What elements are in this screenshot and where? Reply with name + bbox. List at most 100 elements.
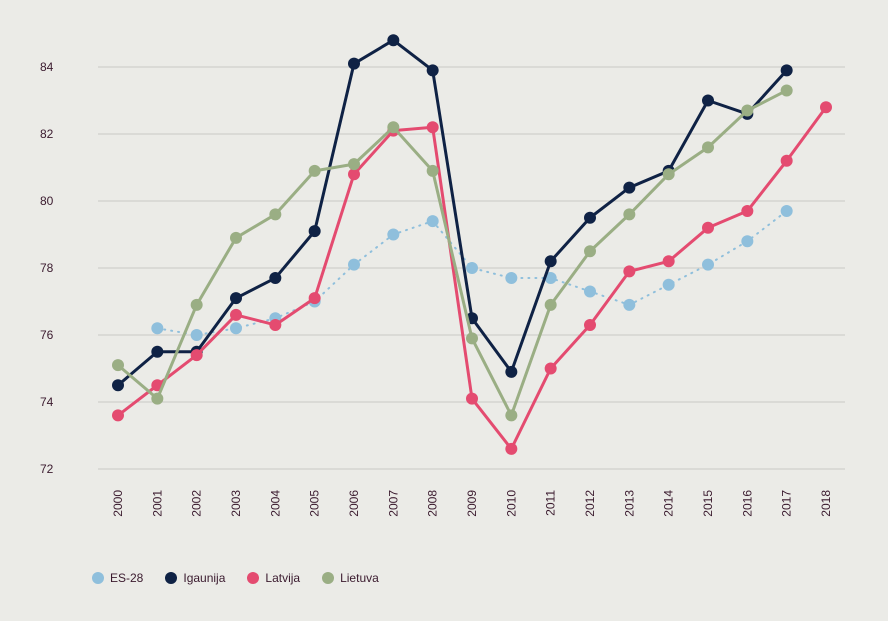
data-point-es-28 [780,205,793,218]
x-tick-label: 2007 [386,490,400,517]
x-tick-label: 2003 [229,490,243,517]
data-point-lietuva [426,164,439,177]
data-point-lietuva [584,245,596,258]
series-latvija [112,101,832,455]
data-point-es-28 [426,215,439,228]
data-point-es-28 [741,235,754,248]
data-point-es-28 [151,322,164,335]
data-point-igaunija [151,345,164,358]
data-point-lietuva [466,332,478,345]
data-point-latvija [780,154,793,167]
x-tick-label: 2010 [504,490,518,517]
x-tick-label: 2012 [583,490,597,517]
data-point-latvija [308,292,321,305]
data-point-igaunija [230,292,242,305]
data-point-es-28 [348,258,360,271]
data-point-es-28 [544,272,557,285]
series-group [112,34,832,455]
data-point-lietuva [230,231,242,244]
data-point-lietuva [623,208,636,221]
data-point-igaunija [505,365,518,378]
legend-item-es-28: ES-28 [92,571,143,585]
data-point-lietuva [348,158,360,171]
x-tick-label: 2009 [465,490,479,517]
data-point-lietuva [741,104,754,117]
data-point-es-28 [662,278,675,291]
series-line-lietuva [117,89,788,417]
x-tick-label: 2014 [662,490,676,517]
data-point-latvija [466,392,478,405]
legend-marker [92,572,104,584]
data-point-latvija [820,101,832,114]
data-point-lietuva [112,359,124,372]
x-tick-label: 2018 [819,490,833,517]
y-tick-label: 74 [40,395,54,409]
data-point-igaunija [780,64,793,77]
data-point-latvija [584,318,596,331]
data-point-lietuva [308,164,321,177]
x-tick-label: 2011 [544,490,558,516]
data-point-es-28 [623,298,636,311]
series-line-igaunija [117,38,788,387]
legend: ES-28 Igaunija Latvija Lietuva [92,571,379,585]
data-point-igaunija [269,272,282,285]
data-point-latvija [662,255,675,268]
data-point-igaunija [544,255,557,268]
data-point-es-28 [702,258,714,271]
data-point-igaunija [623,181,636,194]
data-point-lietuva [702,141,714,154]
legend-label: Igaunija [183,571,226,585]
data-point-igaunija [308,225,321,238]
data-point-latvija [190,349,203,362]
x-axis-ticks: 2000 2001 2002 2003 2004 2005 2006 2007 2008 2009… [111,490,833,517]
x-tick-label: 2005 [308,490,322,517]
data-point-es-28 [505,272,518,285]
legend-label: Latvija [265,571,301,585]
data-point-latvija [348,168,360,181]
data-point-es-28 [466,262,478,274]
x-tick-label: 2017 [780,490,794,517]
data-point-latvija [112,409,124,422]
legend-item-lietuva: Lietuva [322,571,379,585]
x-tick-label: 2001 [150,490,164,517]
data-point-lietuva [662,168,675,181]
y-tick-label: 76 [40,328,54,342]
x-tick-label: 2013 [622,490,636,517]
data-point-lietuva [190,298,203,311]
data-point-es-28 [190,329,203,341]
legend-marker [322,572,335,584]
data-point-latvija [426,121,439,134]
x-tick-label: 2016 [740,490,754,517]
legend-marker [247,572,260,584]
x-tick-label: 2000 [111,490,125,517]
data-point-latvija [544,362,557,375]
data-point-latvija [741,205,754,218]
data-point-igaunija [702,94,714,107]
data-point-lietuva [387,121,400,134]
x-tick-label: 2015 [701,490,715,517]
data-point-igaunija [584,211,596,224]
data-point-lietuva [544,298,557,311]
data-point-es-28 [230,322,242,335]
legend-item-igaunija: Igaunija [165,571,225,585]
x-tick-label: 2006 [347,490,361,517]
data-point-latvija [230,308,242,321]
series-lietuva [112,84,793,422]
legend-label: Lietuva [340,571,379,585]
data-point-latvija [505,442,518,455]
legend-marker [165,572,178,584]
x-tick-label: 2002 [190,490,204,517]
data-point-latvija [623,265,636,278]
y-tick-label: 80 [40,194,54,208]
data-point-lietuva [151,392,164,405]
data-point-es-28 [584,285,596,298]
data-point-lietuva [269,208,282,221]
x-tick-label: 2008 [426,490,440,517]
x-tick-label: 2004 [268,490,282,517]
data-point-lietuva [505,409,518,422]
y-axis-ticks: 72 74 76 78 80 82 84 [40,60,54,476]
legend-item-latvija: Latvija [247,571,300,585]
y-tick-label: 72 [40,462,54,476]
data-point-igaunija [112,379,124,392]
